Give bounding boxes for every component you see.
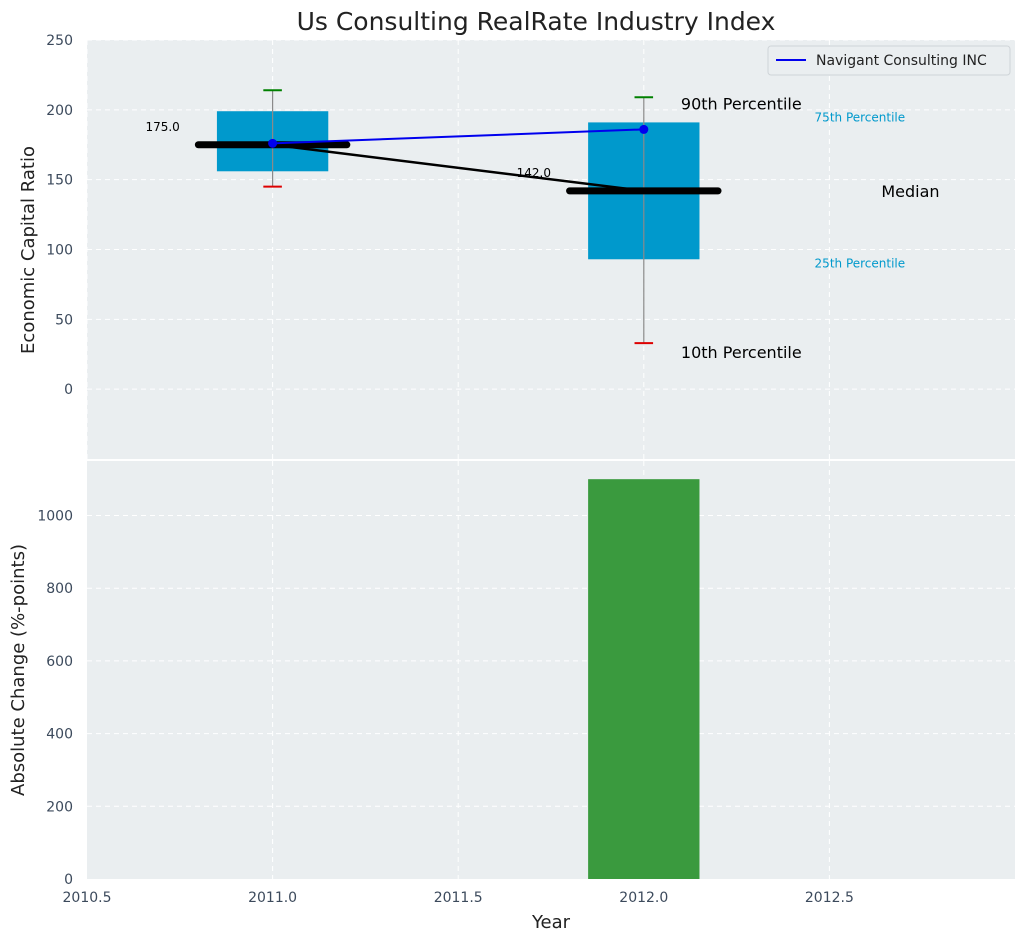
median-trend-line <box>272 143 644 193</box>
top-marks: 175.0 142.0 90th Percentile 10th Percentile… <box>145 89 940 362</box>
top-y-ticks: 0 50 100 150 200 250 <box>46 33 73 398</box>
bottom-y-tick-label: 1000 <box>37 509 73 525</box>
annotation-median: Median <box>881 182 939 201</box>
annotation-p75: 75th Percentile <box>815 110 906 124</box>
top-y-tick-label: 200 <box>46 103 73 119</box>
bottom-y-tick-label: 0 <box>64 872 73 888</box>
chart-title: Us Consulting RealRate Industry Index <box>297 7 776 36</box>
annotation-p25: 25th Percentile <box>815 256 906 270</box>
x-tick-label: 2011.0 <box>248 890 297 906</box>
legend-label: Navigant Consulting INC <box>816 53 987 69</box>
top-y-tick-label: 50 <box>55 312 73 328</box>
bottom-marks <box>588 479 700 879</box>
top-panel: 0 50 100 150 200 250 175.0 142.0 90th Percentil… <box>18 33 1015 459</box>
top-y-tick-label: 100 <box>46 243 73 259</box>
top-y-tick-label: 250 <box>46 33 73 49</box>
x-axis-label: Year <box>531 912 571 933</box>
bottom-y-tick-label: 800 <box>46 581 73 597</box>
x-tick-label: 2011.5 <box>434 890 483 906</box>
top-y-tick-label: 150 <box>46 173 73 189</box>
bottom-y-tick-label: 200 <box>46 799 73 815</box>
legend: Navigant Consulting INC <box>767 45 1011 76</box>
bottom-x-ticks: 2010.5 2011.0 2011.5 2012.0 2012.5 <box>63 890 854 906</box>
legend-box <box>767 45 1011 76</box>
series-point <box>639 124 649 134</box>
bottom-y-tick-label: 400 <box>46 727 73 743</box>
x-tick-label: 2010.5 <box>63 890 112 906</box>
top-y-tick-label: 0 <box>64 382 73 398</box>
series-line <box>272 128 644 145</box>
bottom-y-tick-label: 600 <box>46 654 73 670</box>
series-point <box>268 138 278 148</box>
bottom-y-axis-label: Absolute Change (%-points) <box>8 544 29 796</box>
median-value-label-1: 175.0 <box>145 120 179 134</box>
median-value-label-2: 142.0 <box>517 166 551 180</box>
x-tick-label: 2012.5 <box>805 890 854 906</box>
top-y-axis-label: Economic Capital Ratio <box>18 146 39 354</box>
annotation-p90: 90th Percentile <box>681 94 802 113</box>
bottom-plot-background <box>87 461 1015 879</box>
x-tick-label: 2012.0 <box>619 890 668 906</box>
bottom-y-ticks: 0 200 400 600 800 1000 <box>37 509 73 888</box>
bar-1 <box>588 479 700 879</box>
annotation-p10: 10th Percentile <box>681 343 802 362</box>
bottom-panel: 0 200 400 600 800 1000 2010.5 2011.0 2011.5 2012… <box>8 461 1015 933</box>
